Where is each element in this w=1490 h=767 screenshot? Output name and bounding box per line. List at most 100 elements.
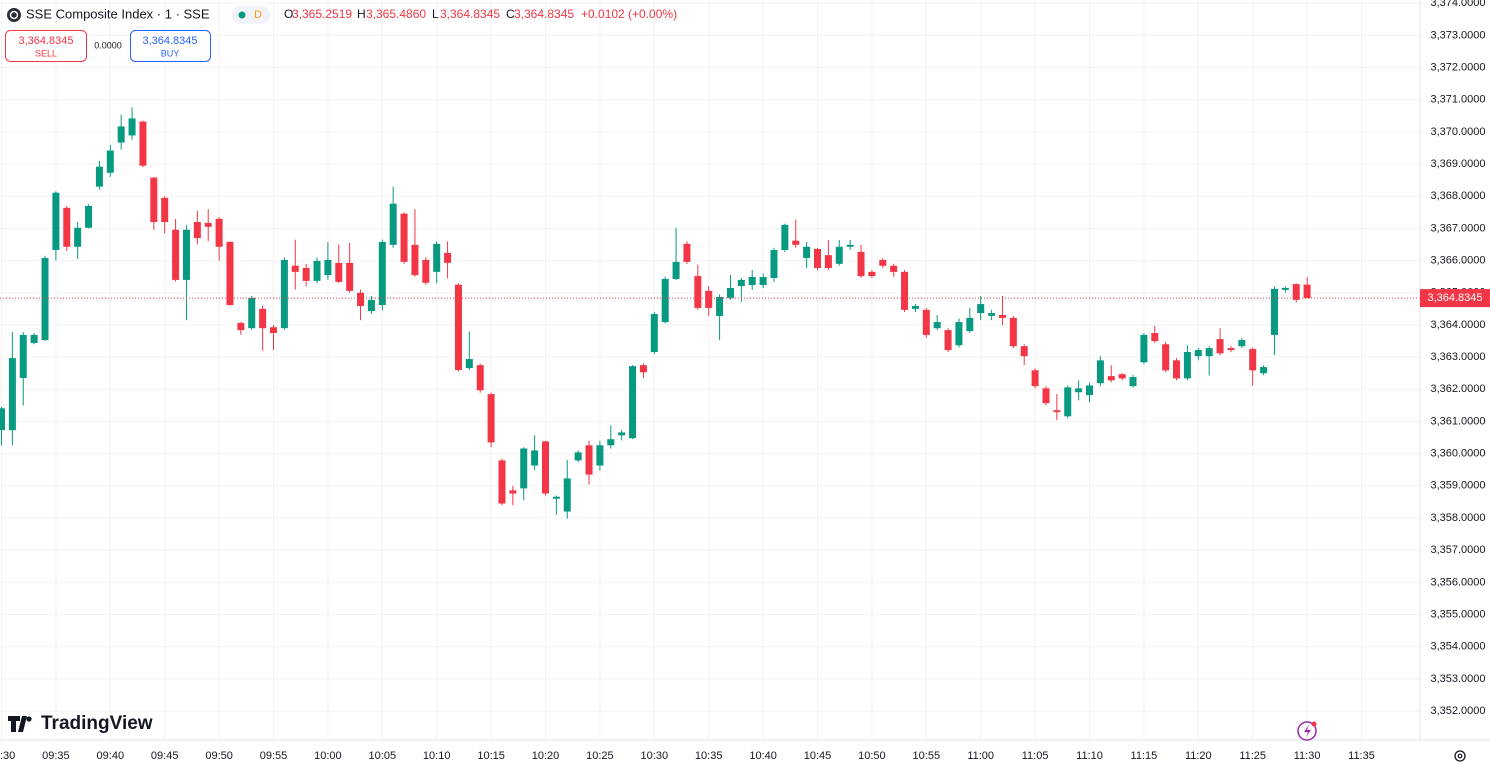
symbol-title[interactable]: SSE Composite Index · 1 · SSE (26, 6, 210, 21)
y-tick-label: 3,363.0000 (1430, 351, 1485, 363)
y-tick-label: 3,371.0000 (1430, 94, 1485, 106)
candle-body (215, 218, 223, 247)
x-tick-label: 10:00 (314, 750, 342, 762)
candle-body (19, 334, 27, 379)
candle-body (998, 314, 1006, 318)
y-tick-label: 3,358.0000 (1430, 512, 1485, 524)
candle-body (846, 244, 854, 247)
spread: 0.0000 (94, 40, 122, 50)
alert-bolt (1304, 725, 1311, 737)
candle-body (172, 229, 180, 280)
candle-body (694, 276, 702, 308)
candle-body (1227, 348, 1235, 351)
candle-body (302, 268, 310, 281)
ohlc-value: 3,365.2519 (292, 7, 352, 21)
x-tick-label: 10:15 (477, 750, 505, 762)
candle-body (259, 308, 267, 329)
sell-button[interactable] (5, 30, 87, 62)
candle-body (1270, 288, 1278, 335)
candle-body (922, 309, 930, 335)
candle-body (1162, 344, 1170, 371)
grid (0, 0, 1420, 740)
candle-body (85, 205, 93, 228)
candle-body (30, 334, 38, 343)
buy-price: 3,364.8345 (142, 35, 197, 47)
y-tick-label: 3,369.0000 (1430, 158, 1485, 170)
x-tick-label: 11:10 (1076, 750, 1103, 762)
candles (0, 107, 1420, 519)
candle-body (270, 327, 277, 333)
candle-body (901, 271, 909, 310)
x-tick-label: 10:05 (369, 750, 397, 762)
candle-body (465, 359, 473, 369)
candle-body (280, 259, 288, 329)
candle-body (52, 192, 60, 250)
alert-icon[interactable] (1297, 721, 1317, 741)
candle-body (933, 322, 941, 329)
x-tick-label: 10:35 (695, 750, 723, 762)
settings-icon[interactable] (1454, 750, 1466, 762)
ohlc-label: O (284, 7, 293, 21)
y-tick-label: 3,352.0000 (1430, 705, 1485, 717)
candle-body (824, 255, 832, 269)
x-tick-label: 10:55 (913, 750, 941, 762)
y-tick-label: 3,368.0000 (1430, 190, 1485, 202)
sell-label: SELL (35, 48, 57, 58)
y-tick-label: 3,374.0000 (1430, 0, 1485, 9)
candle-body (433, 243, 441, 272)
candle-body (781, 224, 789, 250)
candle-body (0, 408, 5, 431)
tv-logo-dot (26, 716, 32, 722)
candle-body (988, 313, 996, 316)
candle-body (803, 246, 811, 259)
candle-body (1042, 388, 1050, 404)
candle-body (509, 490, 517, 494)
candle-body (748, 277, 756, 286)
x-tick-label: 11:05 (1022, 750, 1049, 762)
candle-body (542, 441, 549, 494)
x-tick-label: 11:15 (1131, 750, 1158, 762)
candle-body (1086, 385, 1093, 396)
candle-body (552, 496, 560, 499)
candle-body (879, 259, 887, 266)
x-tick-label: 11:00 (967, 750, 994, 762)
candle-body (1194, 350, 1202, 357)
candle-body (346, 262, 354, 291)
x-tick-label: 09:40 (97, 750, 125, 762)
candle-body (585, 445, 593, 475)
candle-body (226, 241, 234, 306)
candle-body (966, 317, 974, 332)
candle-body (1292, 284, 1300, 300)
x-tick-label: 10:20 (532, 750, 560, 762)
market-status-dot (238, 11, 246, 19)
alert-dot (1311, 721, 1317, 727)
candle-body (639, 365, 647, 373)
candle-body (1238, 340, 1246, 347)
candle-body (1075, 388, 1083, 393)
x-tick-label: 10:30 (641, 750, 669, 762)
candle-body (1260, 367, 1268, 374)
buy-label: BUY (161, 48, 180, 58)
candle-body (1140, 334, 1148, 363)
y-tick-label: 3,359.0000 (1430, 480, 1485, 492)
buy-button[interactable] (130, 30, 211, 62)
y-tick-label: 3,367.0000 (1430, 222, 1485, 234)
candle-body (1249, 349, 1257, 371)
candle-body (1303, 284, 1311, 299)
candle-body (1118, 374, 1126, 379)
tv-logo-text: TradingView (41, 713, 153, 734)
ohlc-value: 3,364.8345 (440, 7, 500, 21)
candle-body (1031, 370, 1039, 387)
candle-body (1129, 377, 1137, 387)
sell-price: 3,364.8345 (18, 35, 73, 47)
symbol-logo (7, 8, 21, 22)
x-tick-label: 09:30 (0, 750, 15, 762)
candle-body (683, 243, 691, 262)
candle-body (357, 292, 365, 306)
change: +0.0102 (+0.00%) (581, 7, 677, 21)
candle-body (1151, 333, 1159, 342)
candle-body (422, 259, 430, 283)
candle-body (835, 246, 843, 264)
